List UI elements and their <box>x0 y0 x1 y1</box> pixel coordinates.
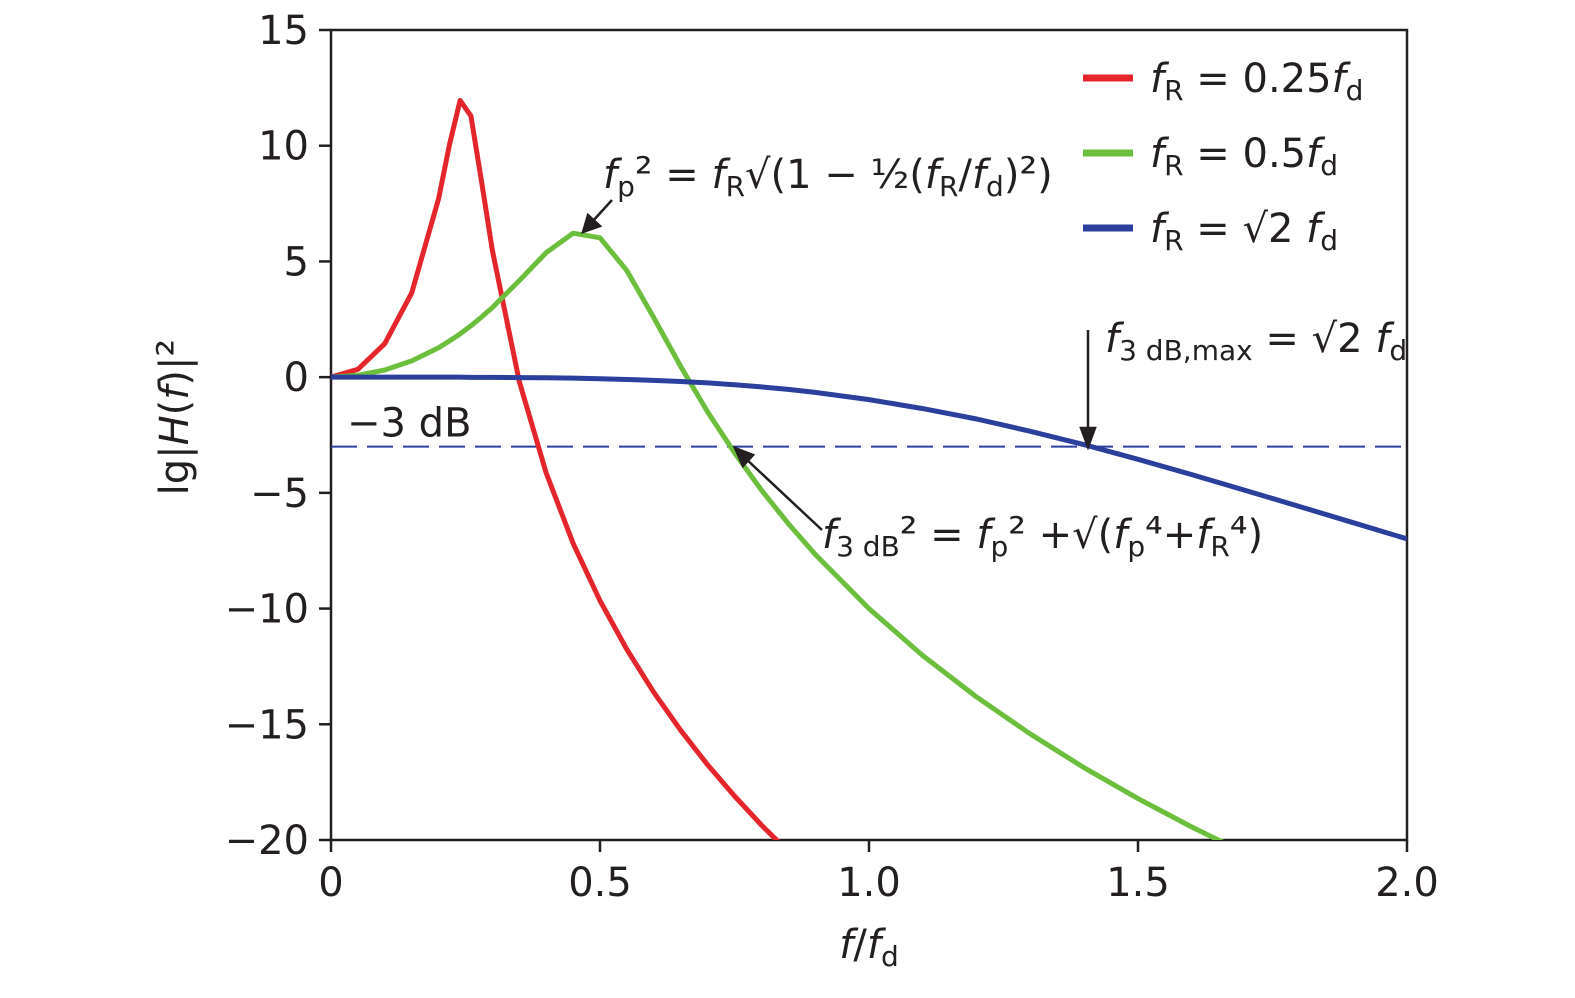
x-tick-label: 0.5 <box>568 860 632 906</box>
plot-area <box>331 97 1407 840</box>
y-tick-label: 0 <box>284 355 309 401</box>
y-tick-label: −10 <box>225 587 309 633</box>
series-line <box>331 230 1224 840</box>
annotation: f3 dB,max = √2 fd <box>1105 316 1407 367</box>
x-tick-label: 2.0 <box>1375 860 1439 906</box>
annotation-arrows <box>581 199 1097 531</box>
arrowhead <box>581 212 603 234</box>
arrow <box>744 457 823 531</box>
x-tick-label: 0 <box>318 860 343 906</box>
legend-label: fR = 0.5fd <box>1150 131 1338 182</box>
x-tick-label: 1.0 <box>837 860 901 906</box>
arrowhead <box>732 445 756 469</box>
arrowhead <box>1079 426 1097 451</box>
series-line <box>331 374 1407 542</box>
y-tick-label: −20 <box>225 818 309 864</box>
y-tick-label: 15 <box>258 8 309 54</box>
series-line <box>331 97 781 840</box>
y-tick-label: 5 <box>284 239 309 285</box>
threshold-label: −3 dB <box>347 401 472 447</box>
x-axis-label: f/fd <box>839 922 898 973</box>
legend-label: fR = 0.25fd <box>1150 56 1363 107</box>
annotation: f3 dB² = fp² +√(fp⁴+fR⁴) <box>822 508 1263 563</box>
y-tick-label: −15 <box>225 702 309 748</box>
y-axis-label: lg|H(f)|² <box>148 339 199 496</box>
arrow <box>591 199 613 223</box>
y-tick-label: 10 <box>258 124 309 170</box>
y-tick-label: −5 <box>250 471 309 517</box>
legend-label: fR = √2 fd <box>1150 206 1338 257</box>
x-tick-label: 1.5 <box>1106 860 1170 906</box>
annotation: fp² = fR√(1 − ½(fR/fd)²) <box>603 148 1053 203</box>
